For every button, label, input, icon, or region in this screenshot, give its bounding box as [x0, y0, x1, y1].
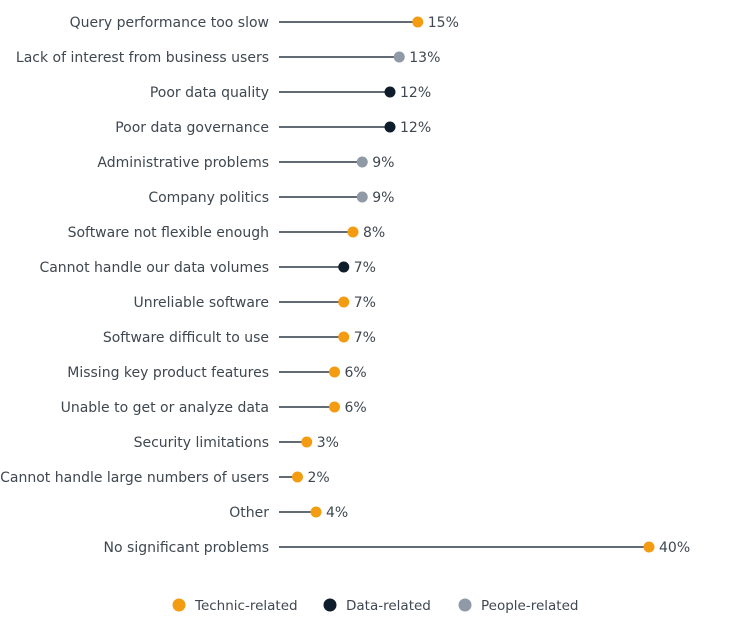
legend-label: Technic-related [194, 598, 298, 614]
chart-rows: Query performance too slow 15% Lack of int… [0, 15, 690, 556]
lollipop-dot [643, 541, 655, 553]
category-label: Unreliable software [133, 295, 269, 311]
lollipop-dot [393, 51, 405, 63]
value-label: 9% [372, 190, 394, 206]
category-label: Lack of interest from business users [16, 50, 269, 66]
value-label: 7% [354, 260, 376, 276]
lollipop-dot [384, 121, 396, 133]
legend-item-people: People-related [458, 598, 578, 614]
category-label: Poor data quality [150, 85, 269, 101]
lollipop-dot [292, 471, 303, 483]
value-label: 40% [659, 540, 690, 556]
legend-swatch [172, 598, 186, 612]
chart-row: Software difficult to use 7% [103, 330, 376, 346]
category-label: Cannot handle our data volumes [39, 260, 269, 276]
category-label: No significant problems [104, 540, 269, 556]
lollipop-dot [338, 261, 350, 273]
legend-item-data: Data-related [323, 598, 431, 614]
lollipop-dot [329, 366, 340, 378]
value-label: 7% [354, 295, 376, 311]
category-label: Query performance too slow [70, 15, 269, 31]
category-label: Cannot handle large numbers of users [0, 470, 269, 486]
category-label: Missing key product features [67, 365, 269, 381]
value-label: 7% [354, 330, 376, 346]
lollipop-dot [412, 16, 424, 28]
value-label: 6% [345, 365, 367, 381]
chart-row: Unreliable software 7% [133, 295, 375, 311]
legend: Technic-related Data-related People-relate… [172, 598, 578, 614]
chart-row: Missing key product features 6% [67, 365, 366, 381]
lollipop-dot [301, 436, 313, 448]
chart-row: Unable to get or analyze data 6% [61, 400, 367, 416]
category-label: Software not flexible enough [68, 225, 269, 241]
value-label: 2% [308, 470, 330, 486]
value-label: 3% [317, 435, 339, 451]
legend-item-technic: Technic-related [172, 598, 298, 614]
lollipop-dot [347, 226, 359, 238]
value-label: 12% [400, 120, 431, 136]
category-label: Administrative problems [97, 155, 269, 171]
category-label: Company politics [148, 190, 269, 206]
legend-label: People-related [481, 598, 578, 614]
lollipop-dot [338, 296, 350, 308]
value-label: 4% [326, 505, 348, 521]
chart-row: Security limitations 3% [134, 435, 339, 451]
chart-row: Poor data governance 12% [115, 120, 431, 136]
legend-swatch [458, 598, 472, 612]
value-label: 9% [372, 155, 394, 171]
value-label: 15% [428, 15, 459, 31]
chart-row: Query performance too slow 15% [70, 15, 459, 31]
chart-row: Software not flexible enough 8% [68, 225, 386, 241]
category-label: Security limitations [134, 435, 269, 451]
category-label: Unable to get or analyze data [61, 400, 269, 416]
lollipop-dot [329, 401, 340, 413]
value-label: 6% [345, 400, 367, 416]
chart-row: Administrative problems 9% [97, 155, 394, 171]
category-label: Other [229, 505, 269, 521]
chart-row: Company politics 9% [148, 190, 394, 206]
value-label: 8% [363, 225, 385, 241]
chart-row: Lack of interest from business users 13% [16, 50, 440, 66]
lollipop-dot [356, 156, 368, 168]
legend-label: Data-related [346, 598, 431, 614]
chart-row: Other 4% [229, 505, 348, 521]
chart-row: Cannot handle large numbers of users 2% [0, 470, 330, 486]
category-label: Poor data governance [115, 120, 269, 136]
chart-row: No significant problems 40% [104, 540, 691, 556]
legend-swatch [323, 598, 337, 612]
value-label: 13% [409, 50, 440, 66]
chart-row: Poor data quality 12% [150, 85, 431, 101]
chart-row: Cannot handle our data volumes 7% [39, 260, 376, 276]
value-label: 12% [400, 85, 431, 101]
lollipop-dot [356, 191, 368, 203]
category-label: Software difficult to use [103, 330, 269, 346]
lollipop-dot [310, 506, 322, 518]
lollipop-dot [338, 331, 350, 343]
lollipop-dot [384, 86, 396, 98]
